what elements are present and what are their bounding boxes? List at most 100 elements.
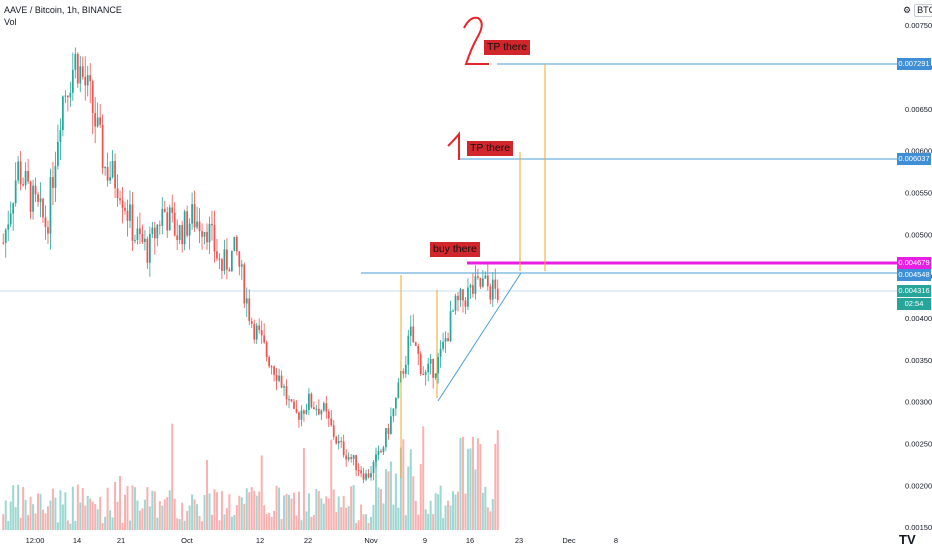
volume-bar: [191, 494, 194, 530]
tp1-annotation[interactable]: TP there: [467, 141, 514, 156]
x-tick-label: 8: [614, 536, 618, 545]
candle-body: [96, 117, 99, 127]
candle-body: [101, 124, 104, 169]
volume-bar: [32, 504, 35, 530]
ascending-trendline[interactable]: [437, 272, 522, 402]
gear-icon[interactable]: ⚙: [903, 5, 912, 15]
candle-body: [325, 403, 328, 412]
volume-bar: [213, 489, 216, 530]
candle-body: [330, 418, 333, 426]
candle-body: [37, 194, 39, 203]
candle-body: [243, 264, 246, 304]
volume-bar: [370, 516, 373, 530]
candle-body: [390, 416, 392, 434]
candle-body: [226, 249, 228, 270]
volume-bar: [454, 494, 457, 530]
volume-bar: [404, 515, 407, 530]
candle-body: [245, 298, 248, 304]
volume-bar: [305, 511, 308, 530]
volume-bar: [496, 430, 499, 530]
candle-body: [481, 278, 484, 287]
handwritten-2-icon: [463, 16, 489, 65]
volume-bar: [263, 505, 266, 530]
candle-body: [109, 177, 111, 181]
volume-bar: [76, 484, 79, 530]
volume-bar: [156, 517, 159, 530]
candle-body: [91, 81, 94, 114]
candle-body: [449, 311, 452, 342]
volume-bar: [335, 512, 338, 530]
volume-bar: [173, 498, 176, 530]
volume-bar: [283, 495, 286, 530]
currency-button[interactable]: BTC: [914, 4, 932, 17]
volume-bar: [392, 504, 395, 530]
volume-bar: [56, 522, 59, 530]
candle-body: [47, 227, 49, 234]
volume-bar: [220, 491, 223, 530]
candle-body: [24, 170, 27, 186]
candle-body: [17, 161, 20, 181]
volume-bar: [481, 492, 484, 530]
candle-body: [213, 225, 216, 252]
volume-bar: [22, 486, 25, 530]
volume-bar: [69, 523, 72, 530]
candle-body: [422, 373, 425, 375]
volume-bar: [84, 505, 87, 530]
time-axis[interactable]: 12:00 14 21 Oct 12 22 Nov 9 16 23 Dec 8: [26, 536, 618, 545]
current-price-label: 0.004316: [897, 285, 931, 297]
volume-bar: [86, 495, 89, 530]
candle-body: [74, 53, 77, 70]
volume-bar: [71, 486, 74, 530]
volume-bar: [300, 520, 303, 530]
candle-body: [469, 285, 472, 288]
candle-body: [258, 325, 261, 331]
candle-body: [206, 231, 208, 243]
volume-bar: [66, 520, 69, 530]
candle-body: [404, 364, 407, 374]
candle-body: [198, 221, 201, 232]
candle-body: [305, 410, 308, 414]
volume-bar: [4, 500, 7, 530]
volume-bar: [19, 517, 22, 530]
candle-body: [345, 455, 348, 460]
volume-bar: [225, 508, 228, 530]
candle-body: [320, 410, 323, 415]
volume-bar: [469, 448, 472, 530]
volume-bar: [101, 523, 104, 530]
volume-bar: [442, 518, 445, 530]
candle-body: [158, 224, 161, 226]
volume-bar: [397, 507, 400, 530]
candle-body: [151, 227, 154, 234]
candle-body: [360, 470, 362, 474]
candle-body: [347, 457, 350, 460]
tp2-annotation[interactable]: TP there: [484, 40, 531, 55]
candle-body: [263, 335, 266, 343]
volume-bar: [273, 510, 276, 530]
candle-body: [454, 295, 457, 311]
candle-body: [387, 428, 390, 434]
volume-bar: [9, 501, 12, 530]
candle-body: [235, 236, 238, 252]
volume-bar: [449, 505, 452, 530]
candle-body: [59, 130, 62, 142]
buy-annotation[interactable]: buy there: [430, 242, 480, 257]
candle-body: [317, 408, 320, 415]
volume-bar: [61, 504, 64, 530]
volume-bar: [81, 488, 84, 530]
tradingview-logo[interactable]: TV: [899, 532, 916, 547]
candle-body: [139, 228, 141, 235]
volume-bar: [248, 492, 251, 530]
volume-bar: [307, 493, 310, 530]
x-tick-label: Oct: [181, 536, 194, 545]
volume-bar: [183, 520, 186, 530]
candle-body: [94, 113, 97, 127]
volume-bar: [489, 511, 492, 530]
volume-bar: [322, 503, 325, 530]
volume-bar: [387, 471, 390, 530]
candle-body: [211, 223, 213, 226]
volume-bar: [327, 498, 330, 530]
volume-bar: [39, 494, 42, 530]
